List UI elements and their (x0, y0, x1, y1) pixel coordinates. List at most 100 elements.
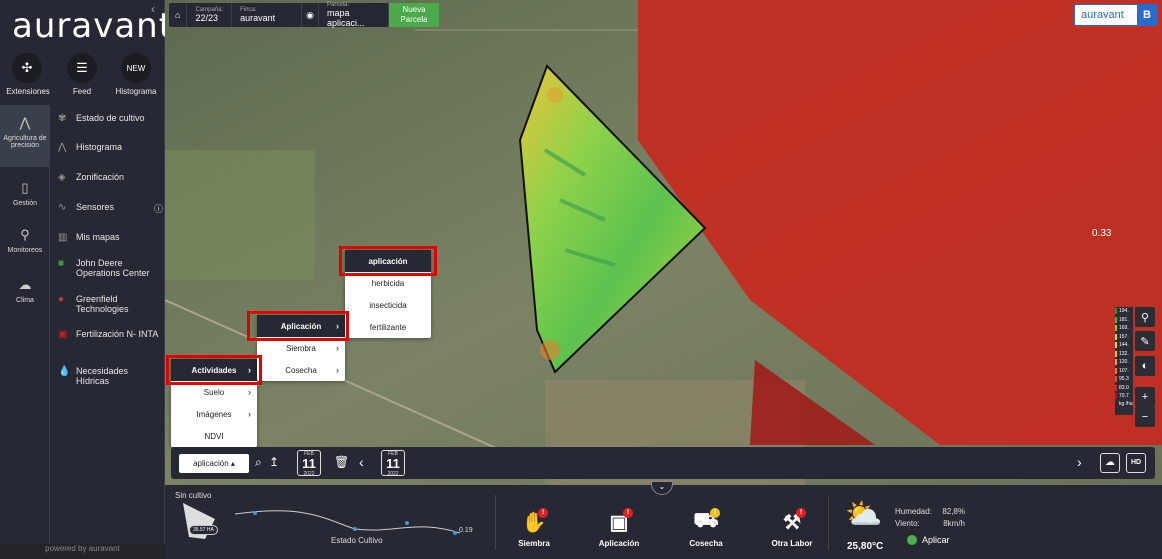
apply-label: Aplicar (922, 535, 950, 545)
menu-aplicacion[interactable]: Aplicación › (257, 315, 345, 337)
location-pin-icon[interactable]: ⚲ (1135, 307, 1155, 327)
menu-ndvi[interactable]: NDVI (171, 425, 257, 447)
menu-imagenes-label: Imágenes (196, 409, 232, 419)
map-bottom-toolbar: aplicación ▴ ⌕ ↥ FEB 11 2022 🗑 ‹ FEB 11 2022… (171, 447, 1155, 479)
date-picker-current[interactable]: FEB 11 2022 (297, 450, 321, 477)
menu-siembra[interactable]: Siembra › (257, 337, 345, 359)
action-aplicacion[interactable]: ▣ Aplicación! (589, 508, 649, 548)
subnav-hidricas-label: Necesidades Hídricas (76, 366, 129, 386)
zoom-in-button[interactable]: + (1135, 387, 1155, 407)
date-day: 11 (386, 456, 400, 471)
map-canvas[interactable] (165, 0, 1162, 485)
menu-suelo[interactable]: Suelo › (171, 381, 257, 403)
subnav-histograma[interactable]: ⋀ Histograma (58, 142, 163, 153)
subnav-mis-mapas[interactable]: ▥ Mis mapas (58, 232, 163, 243)
feed-icon[interactable]: ☰ (67, 53, 97, 83)
nav-gestion[interactable]: ▯ Gestión (0, 180, 50, 207)
curve-point (353, 527, 357, 531)
chevron-right-icon: › (248, 409, 251, 419)
apply-status[interactable]: Aplicar (907, 535, 950, 545)
legend-entry: 83.0 (1115, 384, 1133, 393)
menu-ndvi-label: NDVI (204, 431, 224, 441)
action-otra-labor[interactable]: ⚒ Otra Labor! (762, 508, 822, 548)
new-badge[interactable]: NEW (121, 53, 151, 83)
histograma-label[interactable]: Histograma (115, 87, 157, 96)
nav-monitoreos[interactable]: ⚲ Monitoreos (0, 227, 50, 254)
date-month: FEB (304, 451, 314, 457)
zoom-out-button[interactable]: − (1135, 407, 1155, 427)
crop-state-curve (183, 503, 461, 539)
subnav-sensores[interactable]: ∿ Sensores ⓘ (58, 202, 163, 215)
finca-selector[interactable]: Finca: auravant (232, 3, 303, 27)
chevron-right-icon[interactable]: › (1077, 454, 1082, 470)
hd-button[interactable]: HD (1126, 453, 1146, 473)
parcela-selector[interactable]: Parcela: mapa aplicaci... (319, 2, 389, 28)
sensor-icon: ∿ (58, 202, 67, 213)
finca-value: auravant (240, 13, 276, 23)
trash-icon[interactable]: 🗑 (334, 455, 350, 469)
seed-icon: ✋ (521, 512, 547, 534)
area-badge: 35.57 HA (189, 525, 218, 535)
curve-label: Estado Cultivo (331, 536, 383, 545)
nav-clima[interactable]: ☁ Clima (0, 277, 50, 304)
ruler-icon[interactable]: ✎ (1135, 331, 1155, 351)
menu-herbicida[interactable]: herbicida (371, 278, 405, 288)
nav-agricultura[interactable]: ⋀ Agricultura de precisión (0, 105, 50, 167)
extensiones-label[interactable]: Extensiones (6, 87, 50, 96)
main-nav: ⋀ Agricultura de precisión ▯ Gestión ⚲ Moni… (0, 105, 50, 545)
humidity-value: 82,8% (942, 507, 965, 516)
nav-gestion-label: Gestión (12, 200, 38, 207)
cloud-off-icon[interactable]: ☁ (1100, 453, 1120, 473)
action-siembra[interactable]: ✋ Siembra! (504, 508, 564, 548)
info-icon[interactable]: ⓘ (153, 204, 163, 214)
menu-fertilizante[interactable]: fertilizante (369, 322, 407, 332)
feed-label[interactable]: Feed (72, 87, 92, 96)
menu-insecticida[interactable]: insecticida (369, 300, 407, 310)
subnav-greenfield[interactable]: ● Greenfield Technologies (58, 294, 163, 314)
search-icon[interactable]: ⌕ (255, 455, 262, 469)
campana-selector[interactable]: Campaña: 22/23 (187, 3, 233, 27)
subnav-estado[interactable]: ✾ Estado de cultivo (58, 113, 163, 124)
powered-by: powered by auravant (0, 544, 165, 559)
legend-entry: 70.7 (1115, 392, 1133, 401)
crop-status: Sin cultivo (175, 491, 212, 500)
subnav-hidricas[interactable]: 💧 Necesidades Hídricas (58, 366, 163, 386)
menu-cosecha-label: Cosecha (285, 365, 317, 375)
puzzle-icon[interactable]: ✣ (12, 53, 42, 83)
status-dot (907, 535, 917, 545)
warning-badge: ! (796, 508, 806, 518)
action-cosecha[interactable]: ⛟ Cosecha! (676, 508, 736, 548)
subnav-estado-label: Estado de cultivo (76, 113, 145, 123)
home-icon[interactable]: ⌂ (169, 3, 188, 27)
legend-entry: 120. (1115, 358, 1133, 367)
action-otra-labor-label: Otra Labor (771, 539, 813, 548)
brand-badge[interactable]: auravant B (1074, 4, 1158, 26)
menu-aplicacion-type[interactable]: aplicación (345, 250, 431, 272)
map-view[interactable]: ⌂ Campaña: 22/23 Finca: auravant ◉ Parcela… (165, 0, 1162, 485)
brand-letter: B (1137, 5, 1157, 25)
collapse-sidebar-icon[interactable]: ‹ (151, 2, 155, 16)
red-zone (638, 0, 1162, 445)
layer-select[interactable]: aplicación ▴ (179, 454, 249, 473)
nav-clima-label: Clima (16, 297, 34, 304)
menu-imagenes[interactable]: Imágenes › (171, 403, 257, 425)
subnav-inta[interactable]: ▣ Fertilización N- INTA (58, 329, 163, 340)
curve-point (253, 511, 257, 515)
menu-cosecha[interactable]: Cosecha › (257, 359, 345, 381)
legend-entry: 169. (1115, 324, 1133, 333)
date-month: FEB (388, 451, 398, 457)
date-picker-compare[interactable]: FEB 11 2022 (381, 450, 405, 477)
eye-icon[interactable]: ◉ (302, 3, 319, 27)
compare-icon[interactable]: ◐ (1135, 356, 1155, 376)
nueva-parcela-button[interactable]: Nueva Parcela (388, 3, 439, 27)
chevron-left-icon[interactable]: ‹ (359, 454, 364, 470)
chevron-down-icon[interactable]: ⌄ (651, 481, 673, 495)
curve-end-value: 0.19 (459, 527, 473, 534)
subnav-zonificacion[interactable]: ◈ Zonificación (58, 172, 163, 183)
menu-actividades-label: Actividades (191, 365, 237, 375)
subnav-john-deere[interactable]: ■ John Deere Operations Center (58, 258, 163, 278)
menu-actividades[interactable]: Actividades › (171, 359, 257, 381)
legend-unit: kg /ha (1119, 400, 1133, 407)
location-icon: ⚲ (20, 227, 30, 242)
upload-icon[interactable]: ↥ (269, 455, 280, 469)
